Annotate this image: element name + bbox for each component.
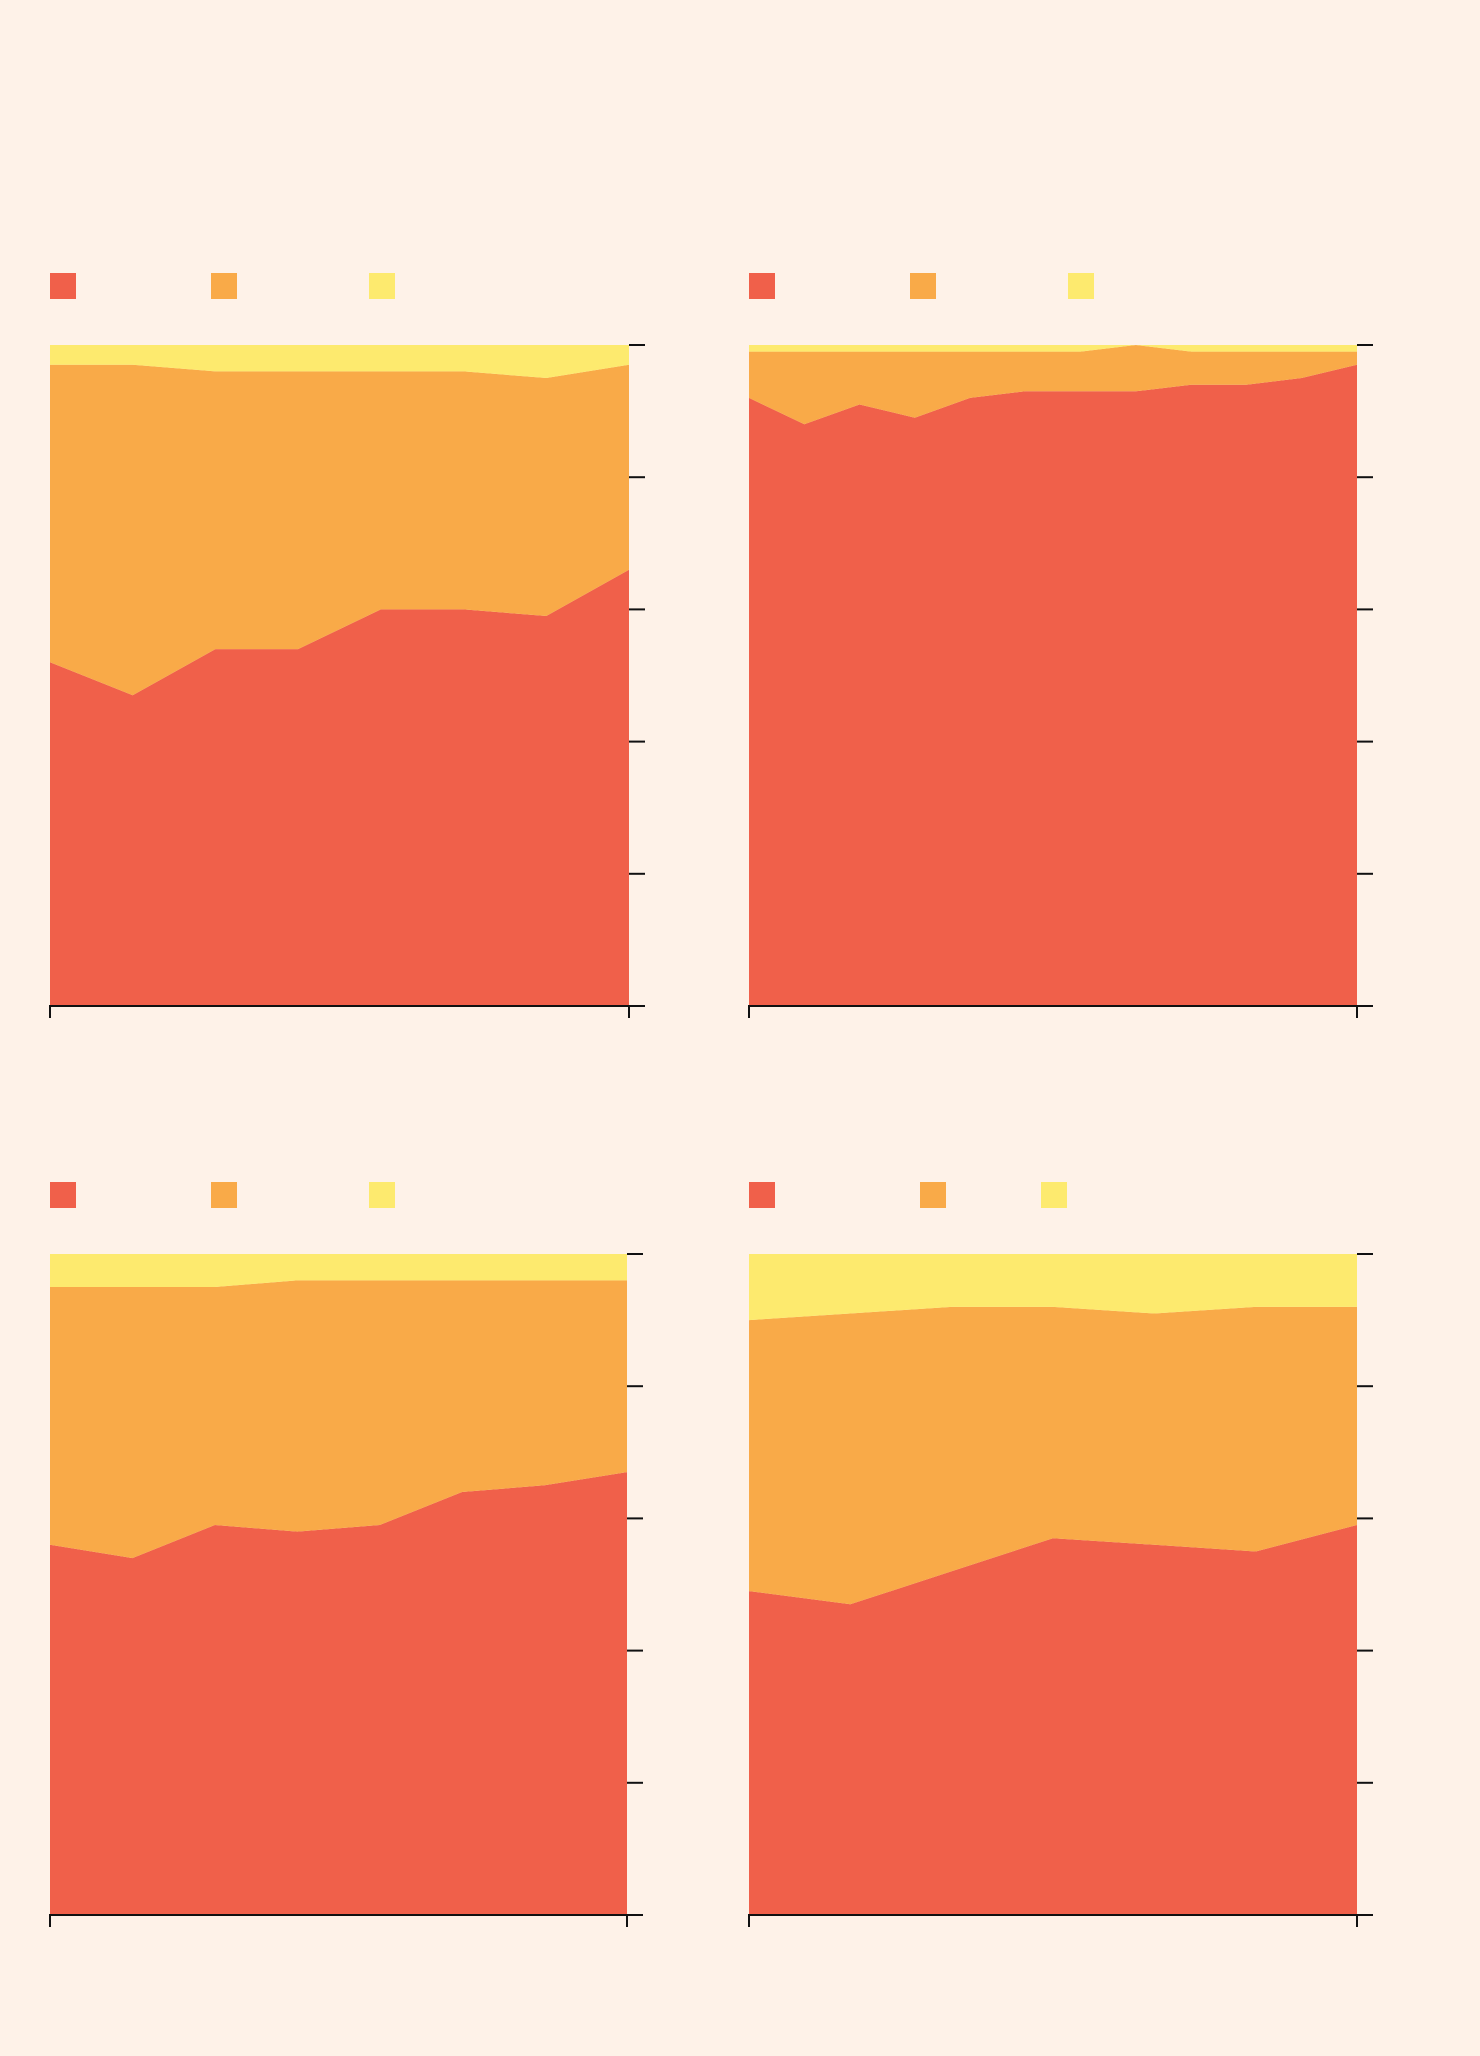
legend-swatch-1 — [50, 1182, 76, 1208]
chart-panel-2 — [748, 273, 1373, 1018]
legend-swatch-2 — [211, 1182, 237, 1208]
area-series-2 — [749, 1306, 1357, 1605]
chart-panel-3 — [49, 1182, 643, 1927]
legend-swatch-2 — [910, 273, 936, 299]
legend-swatch-2 — [920, 1182, 946, 1208]
area-series-1 — [749, 364, 1357, 1006]
area-series-3 — [749, 1254, 1357, 1321]
legend-swatch-1 — [749, 1182, 775, 1208]
legend-swatch-3 — [1068, 273, 1094, 299]
area-series-1 — [749, 1525, 1357, 1915]
legend-swatch-3 — [369, 1182, 395, 1208]
area-series-3 — [50, 1254, 627, 1287]
chart-panel-1 — [49, 273, 645, 1018]
legend-swatch-1 — [749, 273, 775, 299]
chart-panel-4 — [748, 1182, 1373, 1927]
legend-swatch-1 — [50, 273, 76, 299]
area-series-1 — [50, 569, 629, 1006]
legend-swatch-2 — [211, 273, 237, 299]
area-series-1 — [50, 1472, 627, 1915]
area-series-2 — [50, 1280, 627, 1559]
legend-swatch-3 — [1041, 1182, 1067, 1208]
area-series-2 — [749, 345, 1357, 425]
area-series-3 — [749, 345, 1357, 352]
area-series-3 — [50, 345, 629, 378]
legend-swatch-3 — [369, 273, 395, 299]
area-series-2 — [50, 364, 629, 696]
